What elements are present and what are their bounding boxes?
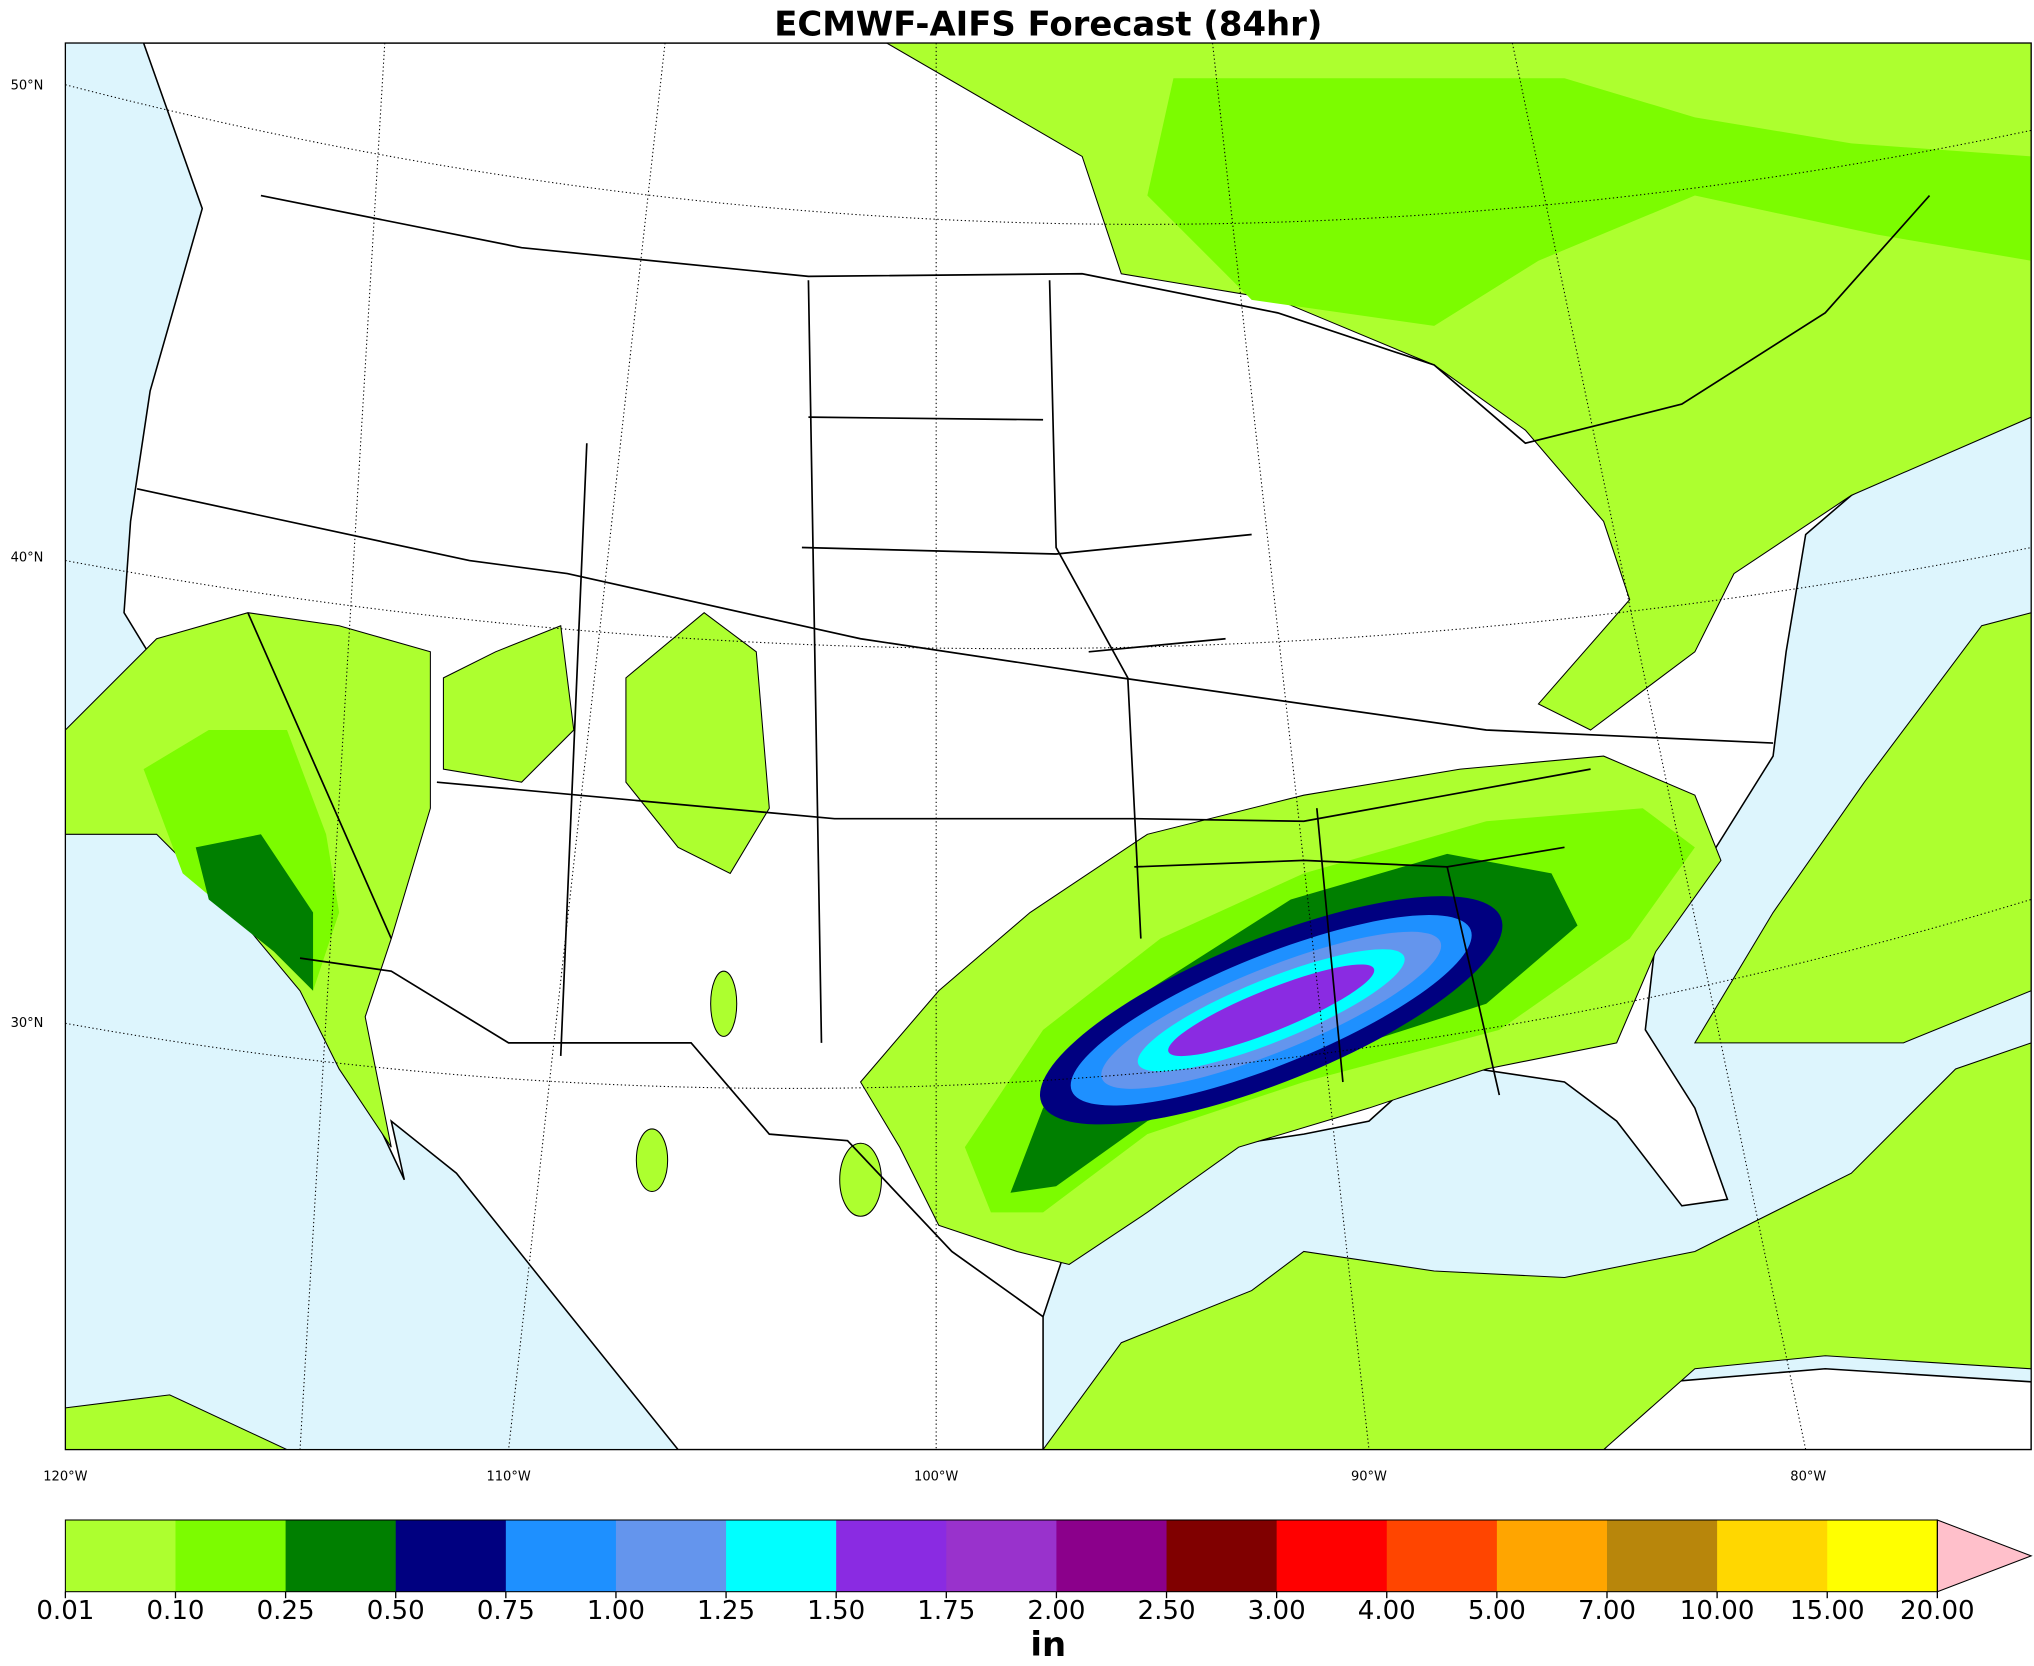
colorbar-box: [1056, 1519, 1168, 1592]
title: ECMWF-AIFS Forecast (84hr): [774, 5, 1322, 44]
colorbar-box: [1827, 1519, 1938, 1592]
lon-label: 110°W: [486, 1469, 530, 1484]
colorbar-tick-label: 2.50: [1138, 1596, 1196, 1626]
colorbar-tick-label: 4.00: [1358, 1596, 1416, 1626]
colorbar-box: [1606, 1519, 1718, 1592]
colorbar-tick-label: 7.00: [1578, 1596, 1636, 1626]
colorbar-box: [505, 1519, 617, 1592]
borders: [136, 194, 1931, 1318]
graticule: [65, 43, 2032, 1450]
colorbar-frame: [64, 1519, 1938, 1593]
colorbar-box: [285, 1519, 397, 1592]
colorbar-box: [1276, 1519, 1388, 1592]
colorbar-box: [726, 1519, 837, 1592]
lon-label: 120°W: [43, 1469, 87, 1484]
colorbar-box: [946, 1519, 1058, 1592]
colorbar-tick-label: 1.50: [807, 1596, 865, 1626]
lat-label: 30°N: [11, 1016, 44, 1031]
lat-label: 40°N: [11, 550, 44, 565]
graticule-labels: 50°N 40°N 30°N 120°W 110°W 100°W 90°W 80°W: [11, 79, 1827, 1485]
colorbar-box: [65, 1519, 177, 1592]
colorbar-tick-label: 1.25: [697, 1596, 755, 1626]
colorbar-tick-label: 2.00: [1027, 1596, 1085, 1626]
lon-label: 100°W: [914, 1469, 958, 1484]
lat-label: 50°N: [11, 79, 44, 94]
lon-label: 80°W: [1790, 1469, 1826, 1484]
colorbar-box: [395, 1519, 507, 1592]
colorbar: 0.01 0.10 0.25 0.50 0.75 1.00 1.25 1.50 1.75 2.00…: [36, 1519, 2033, 1626]
colorbar-tick-label: 0.25: [257, 1596, 315, 1626]
colorbar-tick-label: 0.50: [367, 1596, 425, 1626]
colorbar-tick-label: 0.75: [477, 1596, 535, 1626]
colorbar-tick-label: 0.10: [146, 1596, 204, 1626]
map: [64, 42, 2032, 1451]
colorbar-box: [836, 1519, 947, 1592]
colorbar-tick-label: 3.00: [1248, 1596, 1306, 1626]
colorbar-tick-label: 20.00: [1900, 1596, 1975, 1626]
colorbar-tick-label: 0.01: [36, 1596, 94, 1626]
colorbar-box: [175, 1519, 287, 1592]
colorbar-box: [1386, 1519, 1498, 1592]
colorbar-box: [1166, 1519, 1278, 1592]
lon-label: 90°W: [1351, 1469, 1387, 1484]
colorbar-box: [1496, 1519, 1608, 1592]
colorbar-tick-label: 5.00: [1468, 1596, 1526, 1626]
colorbar-box: [1717, 1519, 1828, 1592]
map-frame: [64, 42, 2032, 1451]
colorbar-unit: in: [1030, 1625, 1066, 1664]
colorbar-tick-label: 10.00: [1680, 1596, 1755, 1626]
precip-bands: [143, 78, 2032, 1213]
colorbar-tick-label: 1.75: [917, 1596, 975, 1626]
colorbar-tick-label: 15.00: [1790, 1596, 1865, 1626]
colorbar-box: [615, 1519, 727, 1592]
colorbar-tick-label: 1.00: [587, 1596, 645, 1626]
colorbar-extension: [1936, 1519, 2033, 1593]
